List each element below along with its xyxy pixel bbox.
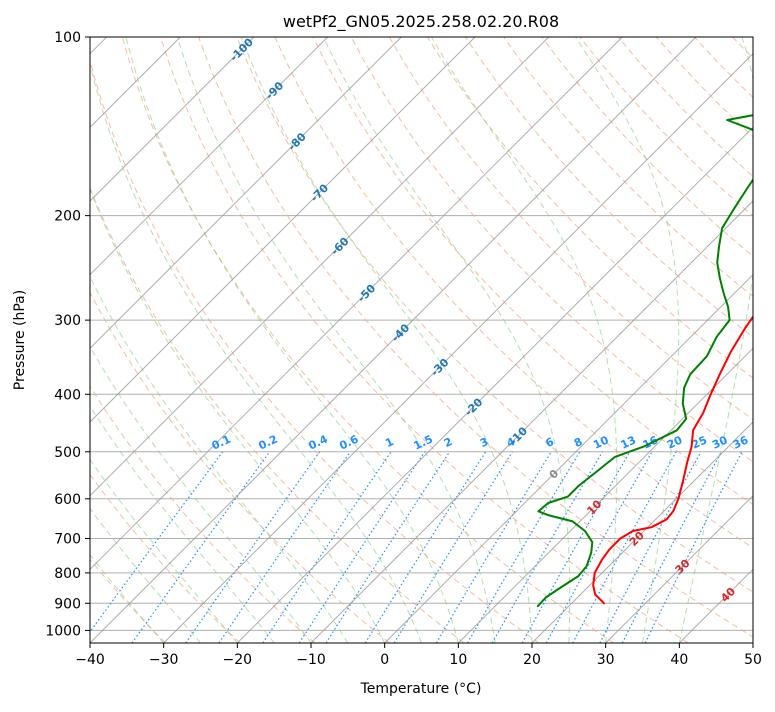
dry-adiabat <box>389 37 775 643</box>
x-tick-label: 10 <box>449 652 467 668</box>
mixing-ratio-label: 30 <box>710 433 730 451</box>
y-tick-label: 1000 <box>45 623 81 639</box>
mixing-ratio-lines <box>82 452 742 643</box>
y-tick-label: 600 <box>54 492 81 508</box>
y-tick-label: 900 <box>54 596 81 612</box>
dry-adiabat <box>694 37 775 643</box>
dry-adiabat <box>427 37 775 643</box>
y-axis-label: Pressure (hPa) <box>12 290 28 390</box>
pressure-grid <box>90 37 753 630</box>
plot-frame <box>90 37 753 643</box>
x-tick-label: −10 <box>296 652 326 668</box>
mixing-ratio-label: 0.1 <box>210 433 233 453</box>
moist-adiabats <box>0 37 761 643</box>
dry-adiabat <box>351 37 775 643</box>
mixing-ratio-label: 20 <box>665 433 685 451</box>
isotherm <box>679 37 775 643</box>
isotherm <box>753 37 775 643</box>
y-axis: 100 200 300 400 500 600 700 800 900 1000 <box>45 30 90 639</box>
dry-adiabat <box>466 37 775 643</box>
mixing-ratio-label: 8 <box>572 435 584 450</box>
mixing-ratio-line <box>82 452 223 643</box>
mixing-ratio-line <box>600 452 701 643</box>
dry-adiabat <box>0 37 315 643</box>
y-tick-label: 800 <box>54 566 81 582</box>
y-tick-label: 300 <box>54 313 81 329</box>
moist-adiabat <box>0 37 311 643</box>
dewpoint-profile-line <box>538 37 775 606</box>
isotherm-label: -100 <box>227 35 256 64</box>
isotherm <box>311 37 775 643</box>
y-tick-label: 400 <box>54 387 81 403</box>
x-tick-label: 0 <box>380 652 389 668</box>
mixing-ratio-label: 0.4 <box>307 432 330 452</box>
moist-adiabat <box>432 37 617 643</box>
x-tick-label: 30 <box>597 652 615 668</box>
moist-adiabat <box>84 37 422 643</box>
mixing-ratio-label: 3 <box>478 435 490 450</box>
moist-adiabat <box>241 37 532 643</box>
x-tick-label: −30 <box>149 652 179 668</box>
mixing-ratio-line <box>365 452 486 643</box>
y-tick-label: 700 <box>54 532 81 548</box>
moist-adiabat <box>0 37 201 643</box>
y-tick-label: 100 <box>54 30 81 46</box>
dry-adiabat <box>771 37 775 643</box>
isotherm-label: -90 <box>263 79 286 102</box>
mixing-ratio-line <box>436 452 551 643</box>
x-tick-label: 40 <box>670 652 688 668</box>
mixing-ratio-line <box>573 452 676 643</box>
mixing-ratio-line <box>522 452 630 643</box>
y-tick-label: 200 <box>54 209 81 225</box>
dry-adiabat <box>275 37 775 643</box>
isotherm <box>16 37 622 643</box>
x-tick-label: −20 <box>223 652 253 668</box>
isotherm <box>0 37 254 643</box>
moist-adiabat <box>126 37 458 643</box>
mixing-ratio-line <box>219 452 350 643</box>
dry-adiabat <box>0 37 240 643</box>
profile-series <box>538 37 775 606</box>
moist-adiabat <box>0 37 237 643</box>
y-tick-label: 500 <box>54 445 81 461</box>
chart-title: wetPf2_GN05.2025.258.02.20.R08 <box>283 12 559 32</box>
moist-adiabat <box>18 37 348 643</box>
mixing-ratio-label: 1 <box>383 435 395 450</box>
x-axis: −40 −30 −20 −10 0 10 20 30 40 50 <box>75 643 762 668</box>
x-axis-label: Temperature (°C) <box>360 681 482 697</box>
isotherm <box>385 37 775 643</box>
isotherm <box>0 37 401 643</box>
isotherm <box>0 37 328 643</box>
mixing-ratio-line <box>326 452 450 643</box>
x-tick-label: 50 <box>744 652 762 668</box>
moist-adiabat <box>0 37 274 643</box>
mixing-ratio-label: 36 <box>731 433 751 451</box>
dry-adiabats <box>0 37 775 643</box>
x-tick-label: −40 <box>75 652 105 668</box>
mixing-ratio-label: 10 <box>591 433 611 451</box>
moist-adiabat <box>177 37 495 643</box>
x-tick-label: 20 <box>523 652 541 668</box>
dry-adiabat <box>237 37 775 643</box>
dry-adiabat <box>8 37 389 643</box>
isotherm <box>237 37 775 643</box>
mixing-ratio-label: 2 <box>442 435 454 450</box>
mixing-ratio-line <box>468 452 580 643</box>
mixing-ratio-label: 0.2 <box>257 433 280 453</box>
